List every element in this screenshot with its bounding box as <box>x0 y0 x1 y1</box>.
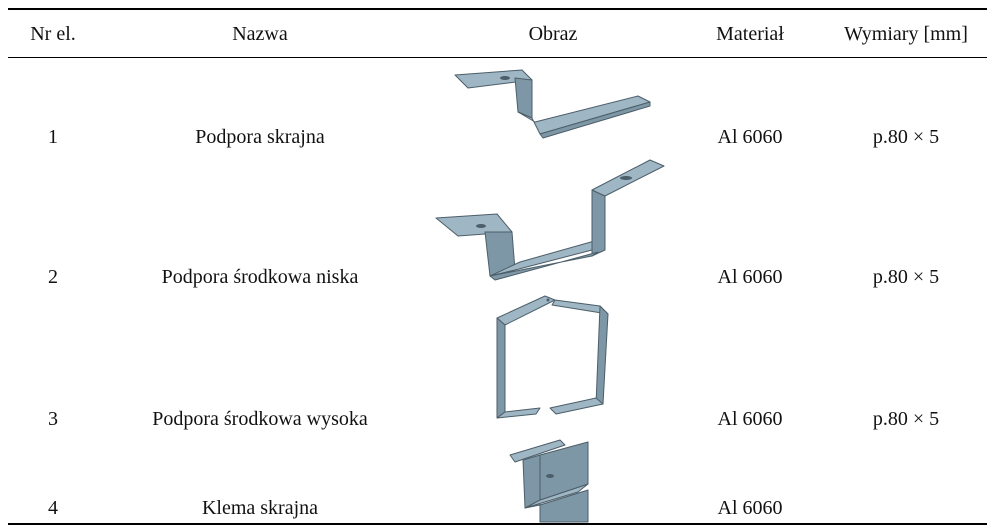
header-cell: Nr el. <box>30 23 76 45</box>
header-cell: Wymiary [mm] <box>844 23 968 45</box>
header-cell: Obraz <box>528 23 578 45</box>
material-cell: Al 6060 <box>717 126 783 148</box>
dims-cell: p.80 × 5 <box>872 408 940 430</box>
part-image-2 <box>435 159 665 281</box>
header-cell: Nazwa <box>232 23 288 45</box>
dims-cell: p.80 × 5 <box>872 126 940 148</box>
part-image-3 <box>496 295 609 419</box>
nr-cell: 4 <box>48 497 58 519</box>
top-rule <box>8 8 987 10</box>
name-cell: Klema skrajna <box>201 497 319 519</box>
name-cell: Podpora środkowa wysoka <box>152 408 368 430</box>
part-image-4 <box>509 439 589 523</box>
mid-rule <box>8 57 987 58</box>
nr-cell: 1 <box>48 126 58 148</box>
material-cell: Al 6060 <box>717 497 783 519</box>
nr-cell: 2 <box>48 266 58 288</box>
part-image-1 <box>454 69 651 139</box>
bottom-rule <box>8 523 987 525</box>
header-cell: Materiał <box>716 23 784 45</box>
dims-cell: p.80 × 5 <box>872 266 940 288</box>
name-cell: Podpora skrajna <box>195 126 325 148</box>
name-cell: Podpora środkowa niska <box>161 266 359 288</box>
material-cell: Al 6060 <box>717 408 783 430</box>
material-cell: Al 6060 <box>717 266 783 288</box>
nr-cell: 3 <box>48 408 58 430</box>
